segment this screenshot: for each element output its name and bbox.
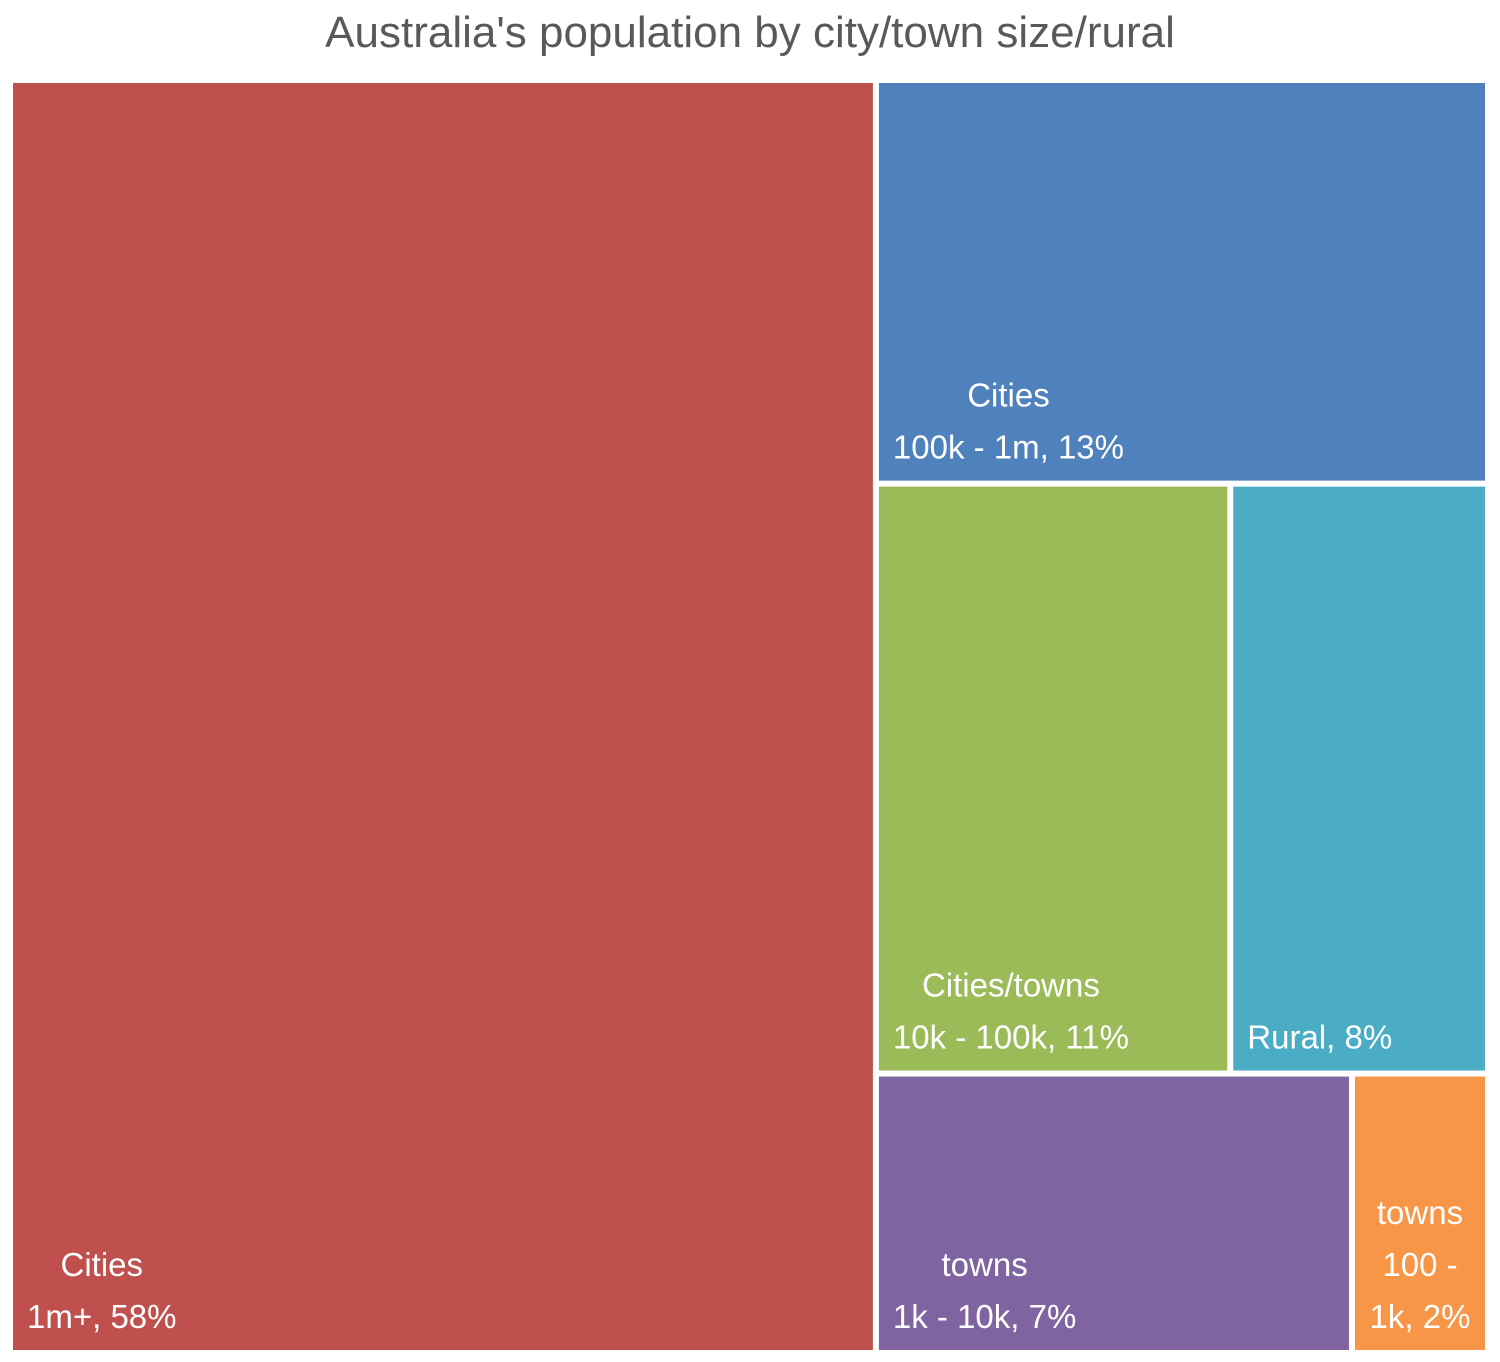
tile-label: 10k - 100k, 11% bbox=[893, 1019, 1129, 1056]
chart-title: Australia's population by city/town size… bbox=[325, 8, 1175, 57]
tile-cities-towns-10k-100k: Cities/towns 10k - 100k, 11% bbox=[878, 486, 1228, 1071]
treemap-tile bbox=[878, 83, 1485, 481]
tile-label: 100 - bbox=[1382, 1246, 1457, 1283]
tile-label: towns bbox=[1377, 1194, 1463, 1231]
tile-towns-100-1k: towns 100 - 1k, 2% bbox=[1354, 1076, 1485, 1350]
tile-label: Rural, 8% bbox=[1247, 1019, 1392, 1056]
tile-label: Cities bbox=[60, 1246, 143, 1283]
tile-cities-1m: Cities 1m+, 58% bbox=[13, 83, 873, 1350]
tile-label: 1k - 10k, 7% bbox=[893, 1298, 1076, 1335]
tile-label: 1k, 2% bbox=[1370, 1298, 1471, 1335]
treemap-tile bbox=[1354, 1076, 1485, 1350]
tile-label: 100k - 1m, 13% bbox=[893, 429, 1124, 466]
tile-label: Cities/towns bbox=[922, 967, 1100, 1004]
tile-cities-100k-1m: Cities 100k - 1m, 13% bbox=[878, 83, 1485, 481]
tile-label: 1m+, 58% bbox=[27, 1298, 177, 1335]
treemap-tile bbox=[1233, 486, 1485, 1071]
tile-towns-1k-10k: towns 1k - 10k, 7% bbox=[878, 1076, 1349, 1350]
treemap-tile bbox=[13, 83, 873, 1350]
treemap-tile bbox=[878, 486, 1228, 1071]
treemap-tile bbox=[878, 1076, 1349, 1350]
tile-label: Cities bbox=[967, 377, 1050, 414]
tile-label: towns bbox=[942, 1246, 1028, 1283]
tile-rural: Rural, 8% bbox=[1233, 486, 1485, 1071]
